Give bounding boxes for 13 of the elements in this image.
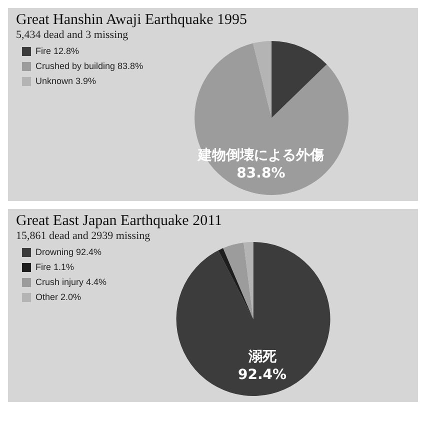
legend-label: Drowning 92.4%: [36, 246, 102, 257]
legend-label: Fire 12.8%: [36, 46, 80, 56]
legend-label: Unknown 3.9%: [36, 76, 96, 86]
chart-subtitle: 15,861 dead and 2939 missing: [16, 230, 152, 242]
chart-title: Great East Japan Earthquake 2011: [16, 213, 224, 230]
chart-subtitle: 5,434 dead and 3 missing: [16, 29, 130, 41]
legend-label: Crushed by building 83.8%: [36, 60, 144, 71]
legend-label: Crush injury 4.4%: [36, 276, 107, 287]
text: 溺死 92.4%: [238, 349, 287, 384]
legend-label: Other 2.0%: [36, 292, 82, 302]
text: 建物倒壊による外傷 83.8%: [196, 148, 324, 182]
legend-label: Fire 1.1%: [36, 262, 74, 272]
chart-title: Great Hanshin Awaji Earthquake 1995: [16, 12, 248, 29]
